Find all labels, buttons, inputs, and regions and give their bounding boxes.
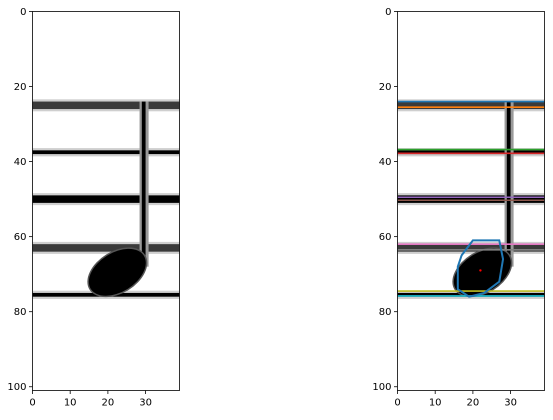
y-tick-label: 60 — [14, 232, 27, 243]
staff-line — [32, 244, 180, 252]
y-tick-label: 100 — [7, 382, 26, 393]
y-tick-label: 80 — [379, 307, 392, 318]
staff-line — [397, 195, 545, 203]
note-head-contour — [456, 239, 505, 298]
staff-line — [397, 150, 545, 155]
y-tick-label: 0 — [20, 7, 26, 18]
staff-line — [32, 101, 180, 110]
y-tick-label: 60 — [379, 232, 392, 243]
x-tick-label: 30 — [139, 398, 152, 409]
staff-line — [32, 195, 180, 203]
x-tick-label: 0 — [394, 398, 400, 409]
y-tick-label: 20 — [379, 82, 392, 93]
x-tick-label: 30 — [504, 398, 517, 409]
x-tick-label: 0 — [29, 398, 35, 409]
axes-frame — [397, 11, 545, 391]
y-tick-label: 80 — [14, 307, 27, 318]
staff-line — [397, 244, 545, 252]
note-stem — [506, 101, 511, 267]
staff-line — [397, 101, 545, 110]
right-panel: 0 10 20 30 0 20 40 60 80 100 — [372, 7, 545, 409]
x-tick-label: 20 — [467, 398, 480, 409]
note-head — [88, 248, 146, 296]
y-tick-label: 20 — [14, 82, 27, 93]
staff-line — [32, 150, 180, 155]
axes-frame — [32, 11, 180, 391]
y-tick-label: 40 — [379, 157, 392, 168]
note-stem — [141, 101, 146, 267]
y-tick-label: 100 — [372, 382, 391, 393]
plot-area — [397, 11, 545, 391]
x-tick-label: 20 — [102, 398, 115, 409]
plot-area — [32, 11, 180, 391]
x-tick-label: 10 — [64, 398, 77, 409]
y-tick-label: 40 — [14, 157, 27, 168]
left-panel: 0 10 20 30 0 20 40 60 80 100 — [7, 7, 180, 409]
x-tick-label: 10 — [429, 398, 442, 409]
y-tick-label: 0 — [385, 7, 391, 18]
note-head-centroid — [479, 269, 482, 272]
